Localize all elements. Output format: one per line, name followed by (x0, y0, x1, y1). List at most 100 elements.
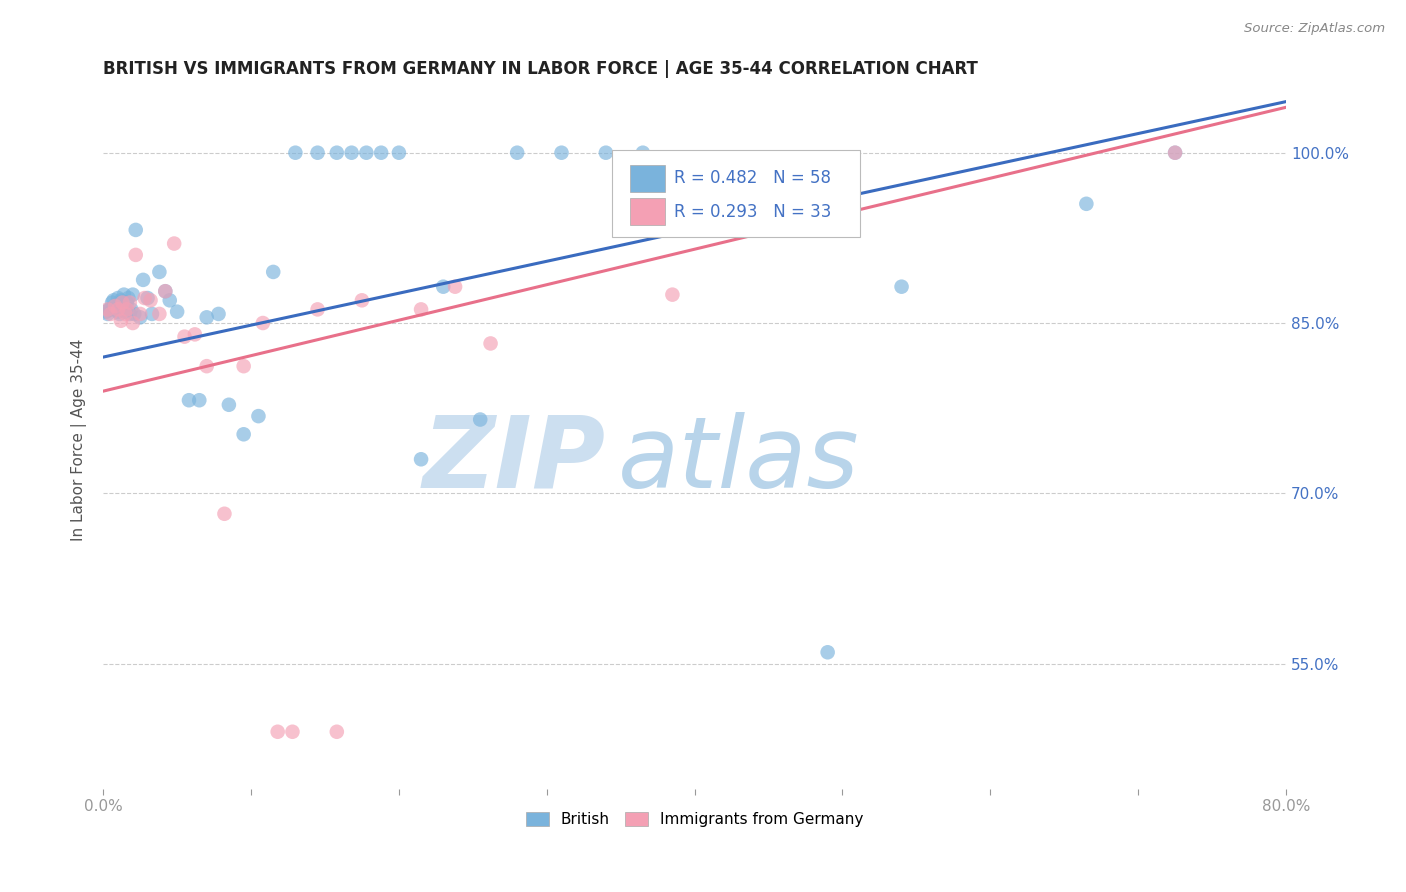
Point (159, 293, 181, 308)
Point (188, 393, 211, 408)
Point (108, 307, 131, 321)
Point (104, 299, 127, 313)
Point (114, 304, 136, 318)
Point (100, 302, 122, 317)
Point (132, 273, 155, 287)
Point (340, 145, 363, 160)
Point (479, 336, 502, 351)
Point (1164, 145, 1187, 160)
Point (121, 287, 143, 301)
Point (114, 307, 136, 321)
Point (307, 145, 329, 160)
Point (107, 302, 129, 317)
Point (173, 329, 195, 343)
Point (432, 279, 454, 293)
Point (890, 279, 912, 293)
Point (232, 359, 254, 373)
Point (111, 295, 134, 310)
Point (117, 291, 139, 305)
Point (111, 295, 134, 310)
Legend: British, Immigrants from Germany: British, Immigrants from Germany (519, 806, 870, 833)
Point (177, 393, 200, 408)
Point (350, 293, 373, 308)
Point (98, 302, 121, 317)
Point (307, 302, 329, 317)
Point (112, 287, 135, 301)
Point (281, 724, 304, 739)
Point (262, 265, 284, 279)
Point (148, 265, 170, 279)
Point (356, 145, 378, 160)
Point (195, 359, 218, 373)
Point (195, 310, 218, 325)
Point (166, 304, 188, 318)
Point (107, 291, 129, 305)
Point (444, 279, 467, 293)
Point (103, 293, 125, 308)
Point (370, 145, 392, 160)
Point (247, 409, 270, 424)
Point (817, 645, 839, 659)
Point (134, 291, 156, 305)
Point (141, 307, 163, 321)
Point (122, 307, 145, 321)
Point (129, 310, 152, 325)
Point (155, 284, 177, 298)
Point (214, 507, 236, 521)
Point (284, 145, 307, 160)
Point (96, 304, 118, 318)
Text: Source: ZipAtlas.com: Source: ZipAtlas.com (1244, 22, 1385, 36)
Point (506, 145, 529, 160)
Point (120, 302, 142, 317)
Point (110, 302, 132, 317)
Point (218, 398, 240, 412)
Point (114, 302, 136, 317)
Point (1076, 196, 1098, 211)
Point (105, 302, 128, 317)
Point (1164, 145, 1187, 160)
Point (97, 302, 120, 317)
Point (110, 314, 132, 328)
Point (104, 299, 127, 313)
Point (163, 236, 186, 251)
Point (110, 293, 132, 308)
Point (115, 302, 138, 317)
Point (326, 724, 349, 739)
Point (139, 293, 162, 308)
Point (595, 145, 617, 160)
Point (184, 327, 207, 342)
Point (118, 307, 141, 321)
Point (97, 307, 120, 321)
Point (121, 316, 143, 330)
Point (101, 295, 124, 310)
Point (409, 452, 432, 467)
Point (100, 307, 122, 321)
Point (136, 291, 159, 305)
Point (129, 307, 152, 321)
Point (118, 295, 141, 310)
Y-axis label: In Labor Force | Age 35-44: In Labor Force | Age 35-44 (72, 338, 87, 541)
Point (155, 284, 177, 298)
Point (252, 316, 274, 330)
Point (631, 145, 654, 160)
Point (409, 302, 432, 317)
FancyBboxPatch shape (630, 199, 665, 225)
Text: ZIP: ZIP (423, 412, 606, 508)
Point (115, 295, 138, 310)
Point (232, 427, 254, 442)
FancyBboxPatch shape (630, 165, 665, 192)
Point (207, 307, 229, 321)
Text: R = 0.293   N = 33: R = 0.293 N = 33 (675, 202, 832, 220)
Point (107, 304, 129, 318)
Text: R = 0.482   N = 58: R = 0.482 N = 58 (675, 169, 831, 187)
Point (125, 248, 148, 262)
Text: BRITISH VS IMMIGRANTS FROM GERMANY IN LABOR FORCE | AGE 35-44 CORRELATION CHART: BRITISH VS IMMIGRANTS FROM GERMANY IN LA… (103, 60, 979, 78)
Point (326, 145, 349, 160)
Text: atlas: atlas (617, 412, 859, 508)
Point (661, 287, 683, 301)
Point (550, 145, 572, 160)
Point (470, 412, 492, 426)
Point (266, 724, 288, 739)
Point (388, 145, 411, 160)
FancyBboxPatch shape (612, 150, 860, 237)
